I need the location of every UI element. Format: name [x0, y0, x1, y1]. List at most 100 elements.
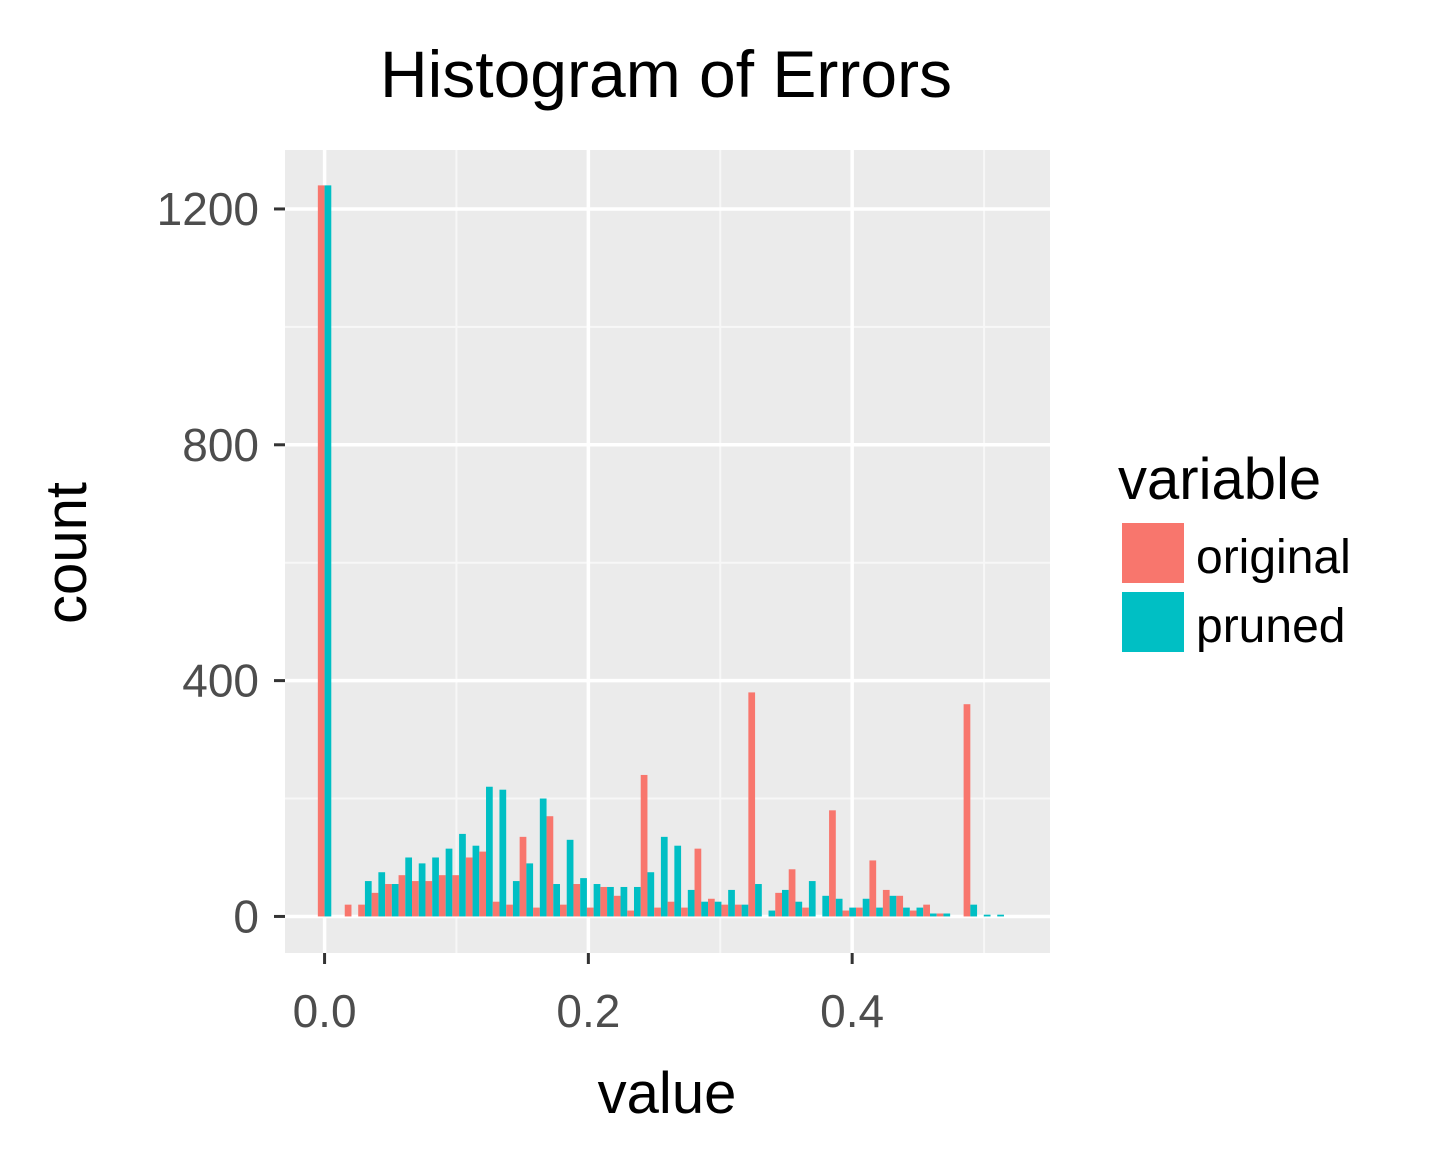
bar-original — [882, 889, 890, 917]
x-tick-label: 0.0 — [293, 985, 357, 1037]
bar-pruned — [633, 886, 641, 917]
bar-original — [869, 860, 877, 917]
minor-gridlines — [285, 150, 1050, 953]
bar-original — [936, 913, 944, 917]
y-tick-label: 1200 — [157, 183, 259, 235]
histogram-bars — [317, 185, 1004, 917]
bar-original — [492, 901, 500, 917]
bar-pruned — [768, 910, 776, 917]
bar-pruned — [580, 878, 587, 917]
legend-title: variable — [1118, 447, 1321, 512]
bar-pruned — [728, 889, 735, 917]
bar-original — [909, 910, 917, 917]
bar-pruned — [889, 895, 897, 917]
bar-original — [667, 901, 675, 917]
bar-original — [519, 836, 527, 917]
bar-pruned — [486, 786, 493, 917]
bar-pruned — [741, 904, 749, 917]
chart-title: Histogram of Errors — [380, 37, 952, 111]
bar-pruned — [781, 889, 789, 917]
y-tick-label: 400 — [182, 655, 259, 707]
bar-original — [613, 895, 621, 917]
bar-original — [358, 904, 365, 917]
bar-pruned — [526, 863, 534, 917]
bar-original — [317, 185, 325, 917]
bar-original — [748, 692, 756, 917]
bar-pruned — [876, 907, 883, 917]
bar-pruned — [714, 901, 722, 917]
bar-original — [721, 904, 729, 917]
bar-pruned — [459, 833, 466, 917]
bar-original — [425, 881, 433, 917]
bar-pruned — [418, 863, 426, 917]
bar-original — [640, 774, 648, 917]
legend: variable original pruned — [1118, 447, 1351, 653]
bar-original — [681, 907, 688, 917]
bar-original — [398, 875, 406, 917]
x-tick-label: 0.2 — [556, 985, 620, 1037]
bar-pruned — [970, 904, 978, 917]
bar-original — [533, 907, 540, 917]
bar-original — [923, 904, 930, 917]
y-axis: 0 400 800 1200 — [157, 183, 285, 942]
bar-original — [506, 904, 513, 917]
bar-original — [654, 907, 661, 917]
bar-pruned — [660, 836, 668, 917]
bar-pruned — [391, 884, 399, 917]
bar-original — [963, 704, 971, 917]
bar-pruned — [835, 898, 843, 917]
bar-pruned — [539, 798, 547, 917]
legend-label-pruned: pruned — [1196, 600, 1345, 653]
bar-pruned — [674, 845, 682, 917]
bar-pruned — [593, 884, 601, 917]
bar-original — [465, 857, 473, 917]
bar-original — [600, 886, 608, 917]
bar-pruned — [808, 881, 816, 917]
bar-pruned — [795, 901, 803, 917]
bar-original — [734, 904, 742, 917]
bar-pruned — [701, 901, 708, 917]
y-tick-label: 0 — [233, 890, 259, 942]
bar-pruned — [364, 881, 372, 917]
bar-pruned — [943, 913, 951, 917]
bar-original — [452, 875, 460, 917]
bar-original — [842, 910, 850, 917]
bar-original — [412, 881, 419, 917]
bar-original — [438, 875, 446, 917]
bar-original — [546, 816, 554, 917]
bar-pruned — [566, 839, 574, 917]
plot-panel — [285, 150, 1050, 953]
bar-original — [855, 907, 863, 917]
bar-pruned — [903, 907, 910, 917]
bar-pruned — [553, 884, 561, 917]
bar-original — [371, 892, 379, 917]
bar-original — [627, 910, 634, 917]
bar-original — [788, 869, 796, 917]
bar-pruned — [607, 886, 614, 917]
bar-pruned — [983, 914, 991, 917]
bar-pruned — [997, 914, 1004, 917]
bar-original — [896, 895, 904, 917]
bar-pruned — [822, 895, 830, 917]
bar-pruned — [405, 857, 413, 917]
bar-original — [385, 884, 392, 917]
bar-pruned — [916, 907, 924, 917]
bar-pruned — [620, 886, 628, 917]
bar-pruned — [432, 857, 439, 917]
bar-original — [573, 884, 581, 917]
x-axis-title: value — [598, 1061, 737, 1126]
x-axis: 0.0 0.2 0.4 — [293, 953, 884, 1037]
bar-pruned — [512, 881, 520, 917]
bar-pruned — [445, 848, 453, 917]
bar-pruned — [687, 889, 695, 917]
bar-pruned — [499, 789, 507, 917]
bar-pruned — [472, 845, 480, 917]
bar-original — [560, 904, 567, 917]
bar-original — [775, 892, 782, 917]
bar-original — [694, 848, 702, 917]
bar-original — [344, 904, 352, 917]
bar-pruned — [755, 884, 762, 917]
bar-pruned — [849, 907, 856, 917]
bar-original — [829, 810, 836, 917]
